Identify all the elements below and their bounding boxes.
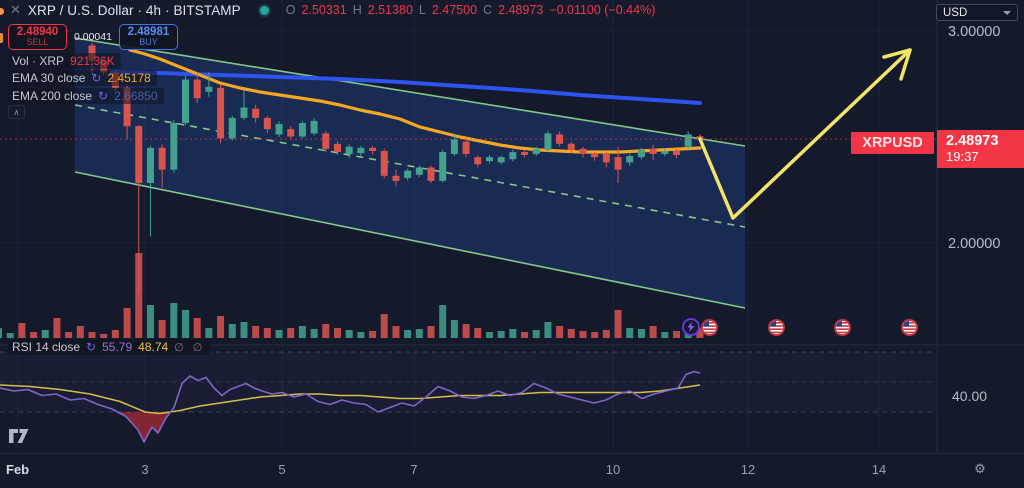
- rsi-value: 55.79: [102, 340, 133, 354]
- us-economic-event-flag-icon[interactable]: [700, 318, 718, 336]
- ema30-legend-label: EMA 30 close: [12, 71, 86, 85]
- legend-ema200[interactable]: EMA 200 close ↻ 2.66850: [8, 88, 164, 104]
- ema30-line: [128, 48, 702, 154]
- high-value: 2.51380: [367, 3, 413, 17]
- price-tick-2: 2.00000: [948, 236, 1001, 252]
- rsi-ma-value: 48.74: [138, 340, 169, 354]
- high-label: H: [352, 3, 362, 17]
- low-value: 2.47500: [431, 3, 478, 17]
- close-value: 2.48973: [498, 3, 544, 17]
- sync-icon: ↻: [91, 71, 102, 85]
- legend-ema30[interactable]: EMA 30 close ↻ 2.45178: [8, 70, 157, 86]
- buy-label: BUY: [139, 37, 158, 48]
- time-axis[interactable]: ⚙ Feb 3 5 7 10 12 14: [0, 453, 1024, 488]
- ema200-legend-label: EMA 200 close: [12, 89, 93, 103]
- change-value: −0.01100 (−0.44%): [549, 3, 656, 17]
- time-label: 12: [740, 462, 756, 477]
- legend-volume[interactable]: Vol · XRP 921.36K: [8, 53, 121, 69]
- us-economic-event-flag-icon[interactable]: [833, 318, 851, 336]
- lightning-icon: [687, 322, 695, 332]
- volume-legend-label: Vol · XRP: [12, 54, 65, 68]
- close-icon[interactable]: ✕: [10, 2, 21, 17]
- us-flag-icon: [902, 320, 916, 334]
- symbol-price-label: XRPUSD: [851, 132, 934, 154]
- volume-value: 921.36K: [70, 54, 115, 68]
- symbol-title[interactable]: XRP / U.S. Dollar · 4h · BITSTAMP: [27, 2, 241, 18]
- time-label: 3: [141, 462, 149, 477]
- ohlc-readout: O 2.50331 H 2.51380 L 2.47500 C 2.48973 −0.0…: [286, 3, 656, 17]
- time-label: 10: [605, 462, 621, 477]
- rsi-empty-values: ∅ ∅: [174, 341, 206, 354]
- buy-button[interactable]: 2.48981 BUY: [118, 24, 178, 50]
- chart-header: ✕ XRP / U.S. Dollar · 4h · BITSTAMP O 2.5…: [0, 0, 655, 20]
- rsi-legend-label: RSI 14 close: [12, 340, 81, 354]
- sell-label: SELL: [26, 37, 49, 48]
- sync-icon: ↻: [86, 340, 97, 354]
- axis-settings-gear-icon[interactable]: ⚙: [974, 461, 986, 476]
- order-panel: 2.48940 SELL 0.00041 2.48981 BUY: [8, 24, 178, 50]
- us-flag-icon: [769, 320, 783, 334]
- ema200-value: 2.66850: [114, 89, 158, 103]
- market-status-dot[interactable]: [259, 5, 269, 15]
- open-value: 2.50331: [301, 3, 347, 17]
- rsi-tick-40: 40.00: [952, 388, 988, 404]
- open-label: O: [285, 3, 296, 17]
- close-label: C: [483, 3, 493, 17]
- sell-price: 2.48940: [16, 26, 59, 39]
- crypto-event-icon[interactable]: [682, 318, 700, 336]
- time-label: 14: [871, 462, 887, 477]
- price-tick-3: 3.00000: [948, 24, 1001, 40]
- bar-countdown: 19:37: [946, 148, 979, 164]
- buy-price: 2.48981: [127, 26, 170, 39]
- trend-arrow-drawing[interactable]: [698, 48, 912, 220]
- last-price-badge: 2.48973 19:37: [937, 130, 1024, 168]
- sync-icon: ↻: [98, 89, 109, 103]
- rsi-pane: [0, 344, 1024, 443]
- us-flag-icon: [835, 320, 849, 334]
- tradingview-logo[interactable]: [9, 428, 33, 446]
- last-price: 2.48973: [946, 133, 999, 150]
- time-label-month: Feb: [6, 462, 30, 477]
- toolbar-sliver-icon: [0, 8, 4, 15]
- us-flag-icon: [702, 320, 716, 334]
- sell-button[interactable]: 2.48940 SELL: [8, 24, 67, 50]
- ema30-value: 2.45178: [107, 71, 151, 85]
- volume-bars: [0, 253, 704, 338]
- currency-label: USD: [943, 6, 968, 19]
- toolbar-sliver-icon: [0, 33, 3, 43]
- low-label: L: [418, 3, 426, 17]
- time-label: 7: [410, 462, 418, 477]
- legend-rsi[interactable]: RSI 14 close ↻ 55.79 48.74 ∅ ∅: [8, 339, 212, 355]
- currency-dropdown[interactable]: USD: [936, 4, 1018, 21]
- chevron-down-icon: [1003, 10, 1011, 15]
- chevron-up-icon: ∧: [13, 107, 20, 117]
- collapse-legend-button[interactable]: ∧: [8, 105, 25, 119]
- us-economic-event-flag-icon[interactable]: [767, 318, 785, 336]
- us-economic-event-flag-icon[interactable]: [900, 318, 918, 336]
- time-label: 5: [278, 462, 286, 477]
- spread-value: 0.00041: [74, 31, 112, 43]
